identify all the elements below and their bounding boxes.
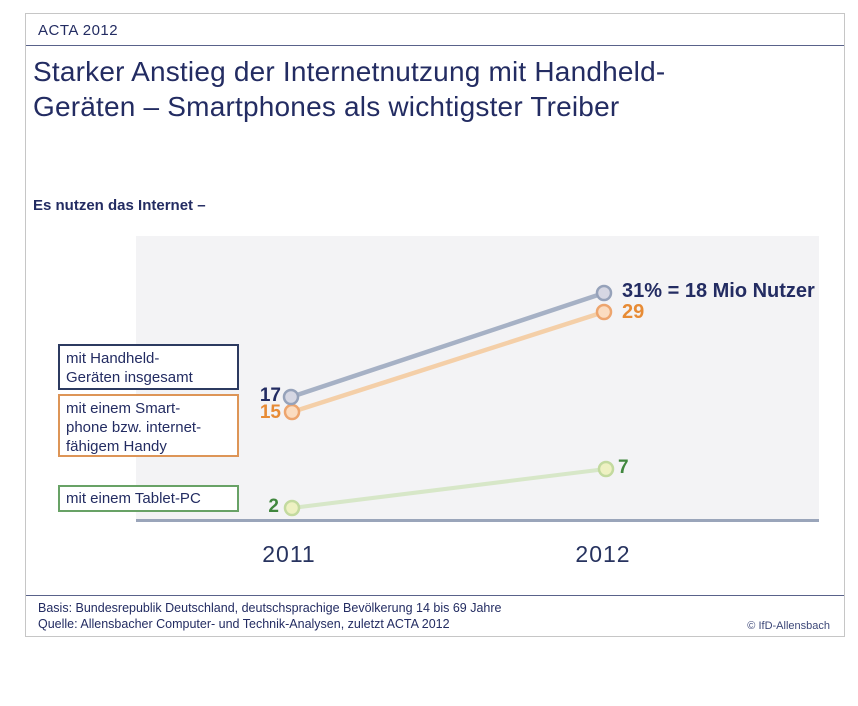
legend-smartphone-line3: fähigem Handy — [66, 438, 167, 455]
slide: ACTA 2012 Starker Anstieg der Internetnu… — [25, 13, 845, 637]
footer-basis: Basis: Bundesrepublik Deutschland, deuts… — [38, 601, 502, 615]
chart-subtitle: Es nutzen das Internet – — [33, 197, 206, 214]
header-divider — [26, 45, 844, 46]
x-axis-label-2012: 2012 — [575, 541, 631, 567]
legend-tablet-label: mit einem Tablet-PC — [66, 490, 201, 507]
value-smartphone-2012: 29 — [622, 301, 645, 323]
footer-quelle: Quelle: Allensbacher Computer- und Techn… — [38, 617, 450, 631]
value-handheld-2011: 17 — [259, 385, 281, 406]
value-tablet-2011: 2 — [268, 496, 279, 517]
legend-box-smartphone: mit einem Smart- phone bzw. internet- fä… — [58, 394, 239, 457]
value-tablet-2012: 7 — [618, 457, 629, 478]
legend-handheld-line2: Geräten insgesamt — [66, 369, 193, 386]
legend-handheld-line1: mit Handheld- — [66, 350, 160, 367]
page-title-line2: Geräten – Smartphones als wichtigster Tr… — [33, 91, 620, 122]
footer-divider — [26, 595, 844, 596]
value-handheld-2012-annotation: 31% = 18 Mio Nutzer — [622, 280, 815, 302]
legend-smartphone-line2: phone bzw. internet- — [66, 419, 202, 436]
x-axis-label-2011: 2011 — [262, 541, 316, 567]
legend-box-handheld: mit Handheld- Geräten insgesamt — [58, 344, 239, 390]
legend-smartphone-line1: mit einem Smart- — [66, 400, 181, 417]
legend-box-tablet: mit einem Tablet-PC — [58, 485, 239, 512]
slide-kicker: ACTA 2012 — [38, 22, 119, 39]
page-title: Starker Anstieg der Internetnutzung mit … — [33, 54, 665, 124]
footer-copyright: © IfD-Allensbach — [747, 620, 830, 632]
page-title-line1: Starker Anstieg der Internetnutzung mit … — [33, 56, 666, 87]
value-smartphone-2011: 15 — [259, 402, 281, 423]
